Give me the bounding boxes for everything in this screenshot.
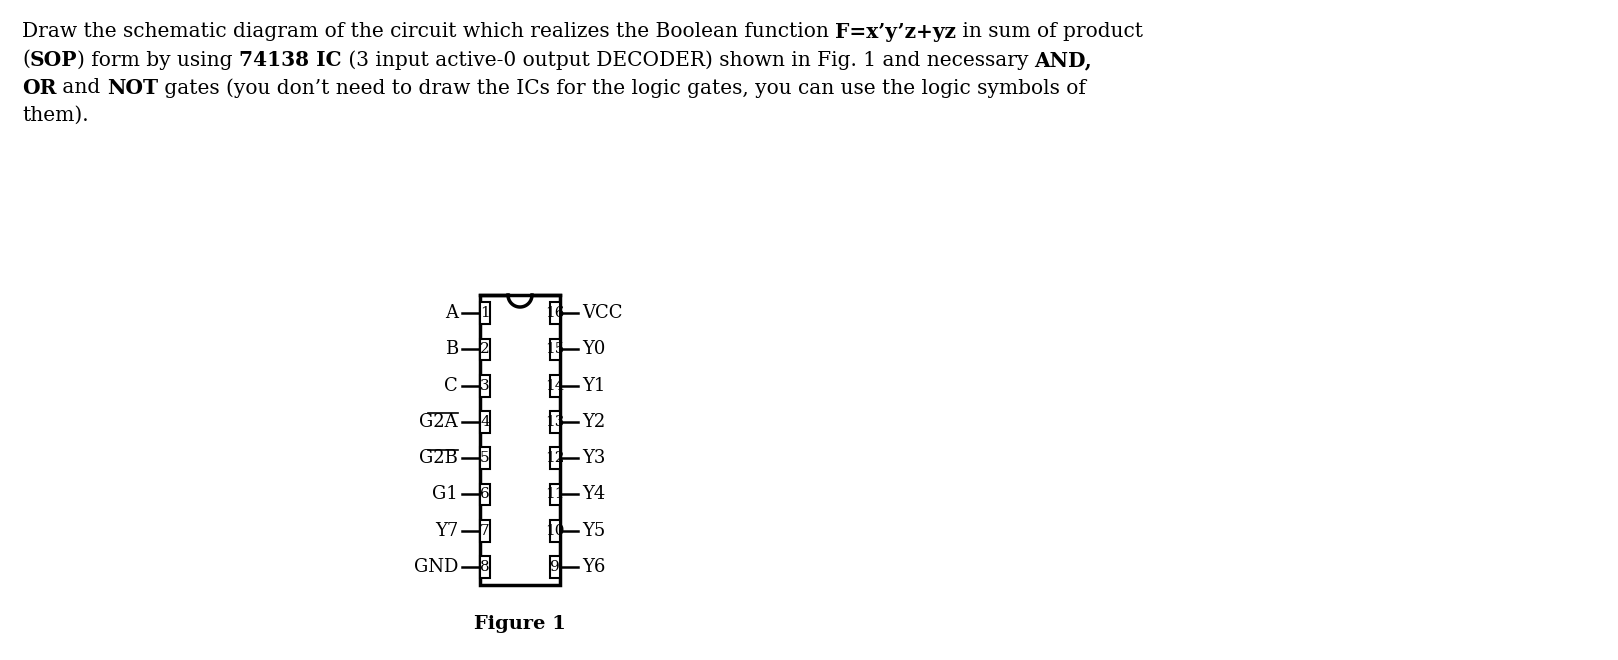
Bar xyxy=(481,295,560,585)
Text: A: A xyxy=(445,304,458,322)
Text: B: B xyxy=(445,341,458,358)
Text: Y0: Y0 xyxy=(582,341,605,358)
Bar xyxy=(481,411,490,433)
Bar xyxy=(481,339,490,360)
Text: 3: 3 xyxy=(481,379,490,393)
Text: G1: G1 xyxy=(432,485,458,504)
Text: 4: 4 xyxy=(481,415,490,429)
Text: gates (you don’t need to draw the ICs for the logic gates, you can use the logic: gates (you don’t need to draw the ICs fo… xyxy=(159,78,1086,98)
Bar xyxy=(481,447,490,469)
Bar xyxy=(550,339,560,360)
Text: 7: 7 xyxy=(481,523,490,538)
Text: VCC: VCC xyxy=(582,304,623,322)
Text: and: and xyxy=(57,78,107,97)
Text: F=x’y’z+yz: F=x’y’z+yz xyxy=(835,22,956,42)
Text: 5: 5 xyxy=(481,451,490,465)
Bar xyxy=(550,302,560,324)
Text: 14: 14 xyxy=(545,379,565,393)
Text: AND,: AND, xyxy=(1034,50,1092,70)
Bar xyxy=(481,556,490,578)
Text: C: C xyxy=(445,377,458,395)
Text: Y2: Y2 xyxy=(582,413,605,431)
Text: 2: 2 xyxy=(481,343,490,356)
Text: Y5: Y5 xyxy=(582,521,605,540)
Bar xyxy=(550,447,560,469)
Text: NOT: NOT xyxy=(107,78,159,98)
Text: 15: 15 xyxy=(545,343,565,356)
Text: GND: GND xyxy=(414,558,458,576)
Text: 16: 16 xyxy=(545,306,565,320)
Text: G2A: G2A xyxy=(419,413,458,431)
Bar xyxy=(481,375,490,397)
Bar xyxy=(481,484,490,506)
Text: Y3: Y3 xyxy=(582,449,605,467)
Bar xyxy=(481,302,490,324)
Text: in sum of product: in sum of product xyxy=(956,22,1144,41)
Text: G2B: G2B xyxy=(419,449,458,467)
Text: (3 input active-0 output DECODER) shown in Fig. 1 and necessary: (3 input active-0 output DECODER) shown … xyxy=(341,50,1034,70)
Bar xyxy=(550,375,560,397)
Text: them).: them). xyxy=(23,106,89,125)
Bar xyxy=(550,520,560,541)
Text: Draw the schematic diagram of the circuit which realizes the Boolean function: Draw the schematic diagram of the circui… xyxy=(23,22,835,41)
Bar xyxy=(550,411,560,433)
Text: 13: 13 xyxy=(545,415,565,429)
Text: Y6: Y6 xyxy=(582,558,605,576)
Text: 11: 11 xyxy=(545,487,565,502)
Text: Y4: Y4 xyxy=(582,485,605,504)
Text: ) form by using: ) form by using xyxy=(78,50,239,70)
Text: 6: 6 xyxy=(481,487,490,502)
Text: SOP: SOP xyxy=(29,50,78,70)
Bar xyxy=(481,520,490,541)
Text: 74138 IC: 74138 IC xyxy=(239,50,341,70)
Text: 9: 9 xyxy=(550,560,560,574)
Text: 1: 1 xyxy=(481,306,490,320)
Text: Y1: Y1 xyxy=(582,377,605,395)
Text: 10: 10 xyxy=(545,523,565,538)
Bar xyxy=(550,556,560,578)
Text: 8: 8 xyxy=(481,560,490,574)
Text: 12: 12 xyxy=(545,451,565,465)
Text: (: ( xyxy=(23,50,29,69)
Text: OR: OR xyxy=(23,78,57,98)
Bar xyxy=(550,484,560,506)
Text: Y7: Y7 xyxy=(435,521,458,540)
Text: Figure 1: Figure 1 xyxy=(474,615,566,633)
